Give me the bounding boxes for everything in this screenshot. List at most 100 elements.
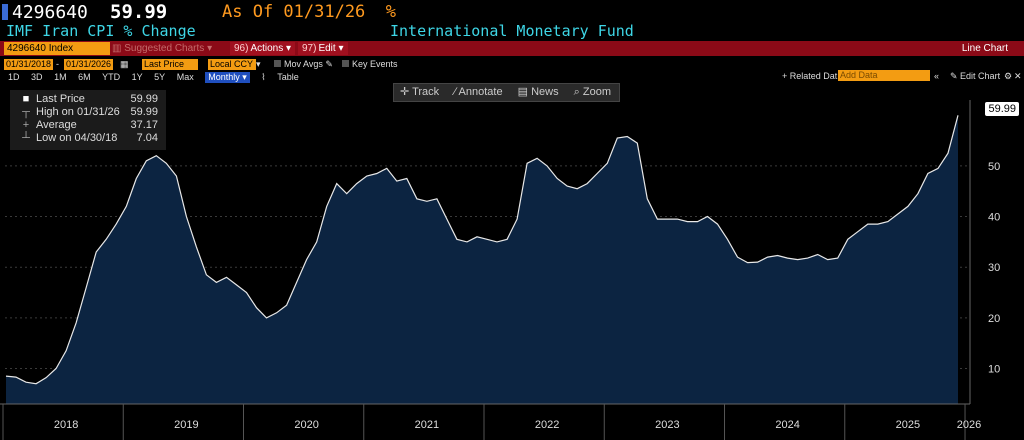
period-1d[interactable]: 1D (8, 72, 20, 82)
edit-chart-button[interactable]: ✎ Edit Chart (950, 71, 1000, 82)
x-tick-label: 2026 (957, 419, 981, 431)
period-max[interactable]: Max (176, 72, 194, 82)
chart-toolbar: ✛ Track ∕ Annotate ▤ News ⌕ Zoom (393, 83, 620, 102)
series-area (6, 115, 958, 405)
key-events-label: Key Events (352, 59, 398, 69)
track-label: Track (412, 86, 440, 98)
settings-icon[interactable]: ⚙ (1004, 71, 1013, 81)
ticker-input[interactable]: 4296640 Index (4, 42, 110, 55)
field-select[interactable]: Last Price (142, 59, 198, 70)
pct-symbol: % (385, 2, 397, 22)
edit-label: Edit (318, 43, 336, 54)
period-6m[interactable]: 6M (78, 72, 91, 82)
key-events-toggle[interactable]: Key Events (342, 59, 398, 69)
chart-legend[interactable]: ■ Last Price 59.99 ┬ High on 01/31/26 59… (10, 90, 166, 150)
suggested-charts-label: Suggested Charts (124, 43, 205, 54)
actions-label: Actions (250, 43, 284, 54)
news-icon: ▤ (517, 86, 532, 98)
y-tick-label: 20 (988, 313, 1000, 325)
annotate-label: Annotate (458, 86, 503, 98)
legend-average-value: 37.17 (130, 119, 158, 131)
legend-high: ┬ High on 01/31/26 59.99 (10, 106, 166, 119)
related-data-button[interactable]: + Related Dat (782, 71, 838, 81)
mov-avgs-label: Mov Avgs (284, 59, 323, 69)
security-marker (2, 4, 8, 20)
checkbox-icon (342, 60, 349, 67)
period-5y[interactable]: 5Y (154, 72, 166, 82)
x-tick-label: 2025 (896, 419, 920, 431)
y-tick-label: 10 (988, 364, 1000, 376)
x-tick-label: 2019 (174, 419, 198, 431)
table-button[interactable]: Table (277, 72, 299, 82)
line-style-icon[interactable]: ⌇ (261, 72, 266, 82)
average-marker-icon: + (22, 119, 30, 131)
legend-last-price-value: 59.99 (130, 93, 158, 105)
security-id[interactable]: 4296640 (12, 2, 88, 23)
chevron-down-icon[interactable]: ▾ (256, 59, 261, 69)
legend-average-label: Average (36, 119, 77, 131)
legend-low-value: 7.04 (136, 132, 158, 144)
currency-select[interactable]: Local CCY (208, 59, 256, 70)
as-of-text: As Of 01/31/26 (222, 2, 366, 22)
x-tick-label: 2020 (294, 419, 318, 431)
chevron-down-icon: ▾ (286, 43, 292, 54)
close-icon[interactable]: ✕ (1014, 71, 1022, 81)
y-tick-label: 40 (988, 212, 1000, 224)
x-tick-label: 2022 (535, 419, 559, 431)
chart-icon: ▥ (112, 43, 125, 54)
edit-button[interactable]: 97) Edit ▾ (298, 42, 348, 55)
pencil-icon: ✎ (950, 71, 961, 81)
period-3d[interactable]: 3D (31, 72, 43, 82)
news-button[interactable]: ▤ News (518, 84, 559, 101)
x-tick-label: 2024 (775, 419, 799, 431)
edit-number: 97) (302, 43, 317, 54)
calendar-icon[interactable]: ▦ (120, 59, 129, 69)
legend-last-price: ■ Last Price 59.99 (10, 93, 166, 106)
crosshair-icon: ✛ (400, 86, 413, 98)
pen-icon: ∕ (454, 86, 459, 98)
mov-avgs-toggle[interactable]: Mov Avgs ✎ (274, 59, 333, 70)
zoom-label: Zoom (582, 86, 612, 98)
actions-number: 96) (234, 43, 249, 54)
y-tick-label: 30 (988, 262, 1000, 274)
as-of-date: As Of 01/31/26 % (222, 2, 396, 22)
chevron-down-icon: ▾ (338, 43, 344, 54)
chart-title: IMF Iran CPI % Change (6, 22, 196, 40)
header-bar: 4296640 59.99 As Of 01/31/26 % (0, 0, 1024, 24)
last-value-label: 59.99 (985, 102, 1019, 116)
suggested-charts-button[interactable]: ▥ Suggested Charts ▾ (112, 43, 213, 54)
x-tick-label: 2023 (655, 419, 679, 431)
legend-high-value: 59.99 (130, 106, 158, 118)
period-1m[interactable]: 1M (54, 72, 67, 82)
zoom-button[interactable]: ⌕ Zoom (574, 84, 611, 101)
x-tick-label: 2018 (54, 419, 78, 431)
period-selector: 1D 3D 1M 6M YTD 1Y 5Y Max Monthly ▾ ⌇ Ta… (8, 72, 308, 83)
source-label: International Monetary Fund (390, 22, 634, 40)
date-separator: - (56, 59, 59, 69)
frequency-label: Monthly (208, 72, 240, 82)
annotate-button[interactable]: ∕ Annotate (454, 84, 502, 101)
add-data-input[interactable]: Add Data (838, 70, 930, 81)
expand-icon[interactable]: « (934, 71, 940, 81)
checkbox-icon (274, 60, 281, 67)
y-tick-label: 50 (988, 161, 1000, 173)
track-button[interactable]: ✛ Track (400, 84, 439, 101)
low-marker-icon: ┴ (22, 132, 30, 144)
frequency-select[interactable]: Monthly ▾ (205, 72, 250, 83)
x-tick-label: 2021 (415, 419, 439, 431)
legend-high-label: High on 01/31/26 (36, 106, 120, 118)
period-1y[interactable]: 1Y (131, 72, 143, 82)
white-square-icon: ■ (22, 93, 30, 105)
edit-chart-label: Edit Chart (960, 71, 1001, 81)
actions-button[interactable]: 96) Actions ▾ (230, 42, 296, 55)
end-date-field[interactable]: 01/31/2026 (64, 59, 114, 70)
pencil-icon: ✎ (325, 59, 333, 69)
high-marker-icon: ┬ (22, 106, 30, 118)
start-date-field[interactable]: 01/31/2018 (4, 59, 54, 70)
chart-type-label: Line Chart (961, 43, 1008, 54)
y-axis: 10 20 30 40 50 (969, 100, 1000, 404)
period-ytd[interactable]: YTD (102, 72, 121, 82)
magnifier-icon: ⌕ (573, 86, 583, 98)
legend-low-label: Low on 04/30/18 (36, 132, 118, 144)
